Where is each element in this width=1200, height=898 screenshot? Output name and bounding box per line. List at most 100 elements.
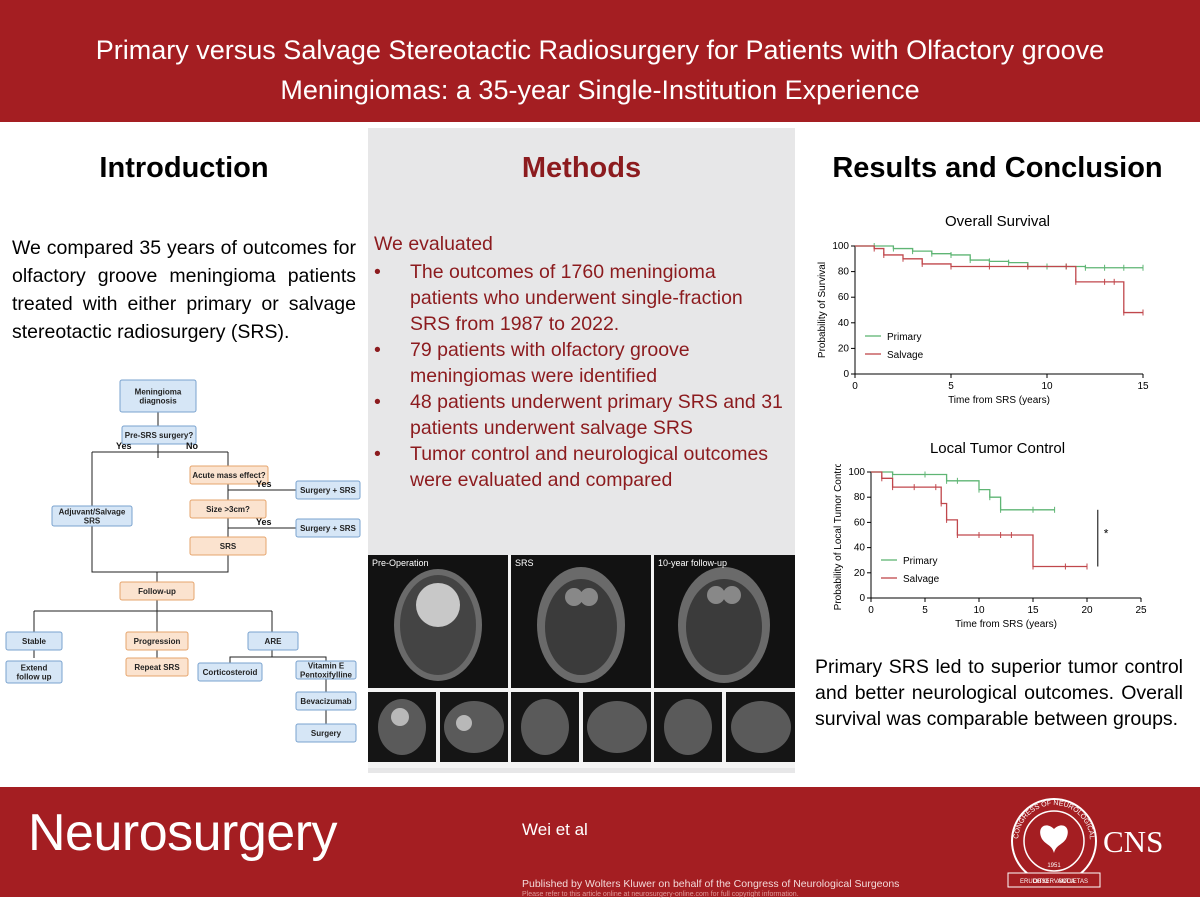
flow-node-label: Adjuvant/Salvage	[59, 508, 126, 517]
x-tick-label: 5	[948, 381, 954, 392]
legend-label: Salvage	[903, 574, 940, 585]
series-line-salvage	[855, 245, 1143, 314]
significance-marker: *	[1104, 527, 1109, 541]
seal-motto-left: ERUDITIO	[1020, 879, 1049, 885]
mri-small-views	[368, 692, 795, 762]
authors: Wei et al	[522, 820, 588, 839]
no-label-1: No	[186, 441, 198, 451]
y-tick-label: 40	[854, 543, 866, 554]
yes-label-2: Yes	[256, 479, 272, 489]
y-tick-label: 0	[859, 593, 865, 604]
legend-label: Primary	[887, 332, 921, 343]
flow-node-label: Acute mass effect?	[192, 471, 265, 480]
flow-node-label: ARE	[265, 637, 283, 646]
y-tick-label: 20	[854, 568, 866, 579]
flow-node-label: Meningioma	[135, 388, 182, 397]
flow-node-label: Size >3cm?	[206, 505, 250, 514]
flow-node-cortico: Corticosteroid	[197, 662, 263, 682]
flow-node-label: Bevacizumab	[300, 697, 351, 706]
x-tick-label: 10	[1041, 381, 1053, 392]
y-tick-label: 40	[838, 318, 850, 329]
results-title: Results and Conclusion	[832, 152, 1163, 184]
x-tick-label: 0	[852, 381, 858, 392]
introduction-panel: Introduction We compared 35 years of out…	[0, 128, 368, 773]
seal-motto-right: SOCIETAS	[1058, 879, 1088, 885]
mri-image-grid: Pre-Operation SRS 10-year follow-up	[368, 555, 795, 768]
y-tick-label: 20	[838, 343, 850, 354]
yes-label-3: Yes	[256, 517, 272, 527]
flow-node-label: Pentoxifylline	[300, 671, 353, 680]
flow-node-follow: Follow-up	[119, 581, 195, 601]
publisher-note: Published by Wolters Kluwer on behalf of…	[522, 878, 900, 890]
flow-node-surg2: Surgery + SRS	[295, 518, 361, 538]
flow-node-label: Follow-up	[138, 587, 176, 596]
flow-node-label: SRS	[84, 517, 101, 526]
y-tick-label: 60	[838, 292, 850, 303]
flow-node-label: SRS	[220, 542, 237, 551]
flow-node-label: Stable	[22, 637, 47, 646]
x-tick-label: 15	[1137, 381, 1149, 392]
legend-label: Primary	[903, 556, 937, 567]
y-tick-label: 80	[854, 492, 866, 503]
results-text: Primary SRS led to superior tumor contro…	[815, 656, 1183, 730]
mri-axial-pre-op: Pre-Operation	[368, 555, 508, 688]
mri-axial-srs: SRS	[511, 555, 651, 688]
methods-list: • The outcomes of 1760 meningioma patient…	[374, 259, 784, 493]
flow-node-repeat: Repeat SRS	[125, 657, 189, 677]
y-axis-label: Probability of Local Tumor Control	[833, 464, 844, 610]
flow-node-surg1: Surgery + SRS	[295, 480, 361, 500]
x-tick-label: 25	[1135, 605, 1147, 616]
flow-node-label: Pre-SRS surgery?	[125, 431, 194, 440]
results-panel: Results and Conclusion Overall Survival …	[795, 128, 1200, 773]
bullet-icon: •	[374, 391, 381, 413]
y-tick-label: 60	[854, 517, 866, 528]
journal-brand: Neurosurgery	[28, 804, 338, 862]
bullet-icon: •	[374, 261, 381, 283]
x-axis-label: Time from SRS (years)	[948, 395, 1050, 406]
flow-node-label: Surgery + SRS	[300, 524, 356, 533]
y-tick-label: 0	[843, 369, 849, 380]
title-line-2: Meningiomas: a 35-year Single-Institutio…	[280, 75, 920, 105]
flow-node-stable: Stable	[5, 631, 63, 651]
overall-survival-chart: 0 20 40 60 80 100 0 5 10 15 Time from SRS (years) P…	[817, 241, 1149, 406]
methods-item: • The outcomes of 1760 meningioma patient…	[374, 261, 743, 335]
methods-item: • 79 patients with olfactory groove menin…	[374, 339, 690, 387]
y-tick-label: 100	[848, 467, 865, 478]
x-tick-label: 20	[1081, 605, 1093, 616]
title-line-1: Primary versus Salvage Stereotactic Radi…	[95, 35, 1105, 65]
flow-node-label: Repeat SRS	[134, 663, 180, 672]
series-line-primary	[871, 471, 1055, 511]
chart-title-local-tumor-control: Local Tumor Control	[929, 440, 1066, 457]
y-tick-label: 100	[832, 241, 849, 252]
flow-node-surgery: Surgery	[295, 723, 357, 743]
flow-node-beva: Bevacizumab	[295, 691, 357, 711]
cns-logo-text: CNS	[1103, 824, 1164, 859]
flow-node-prog: Progression	[125, 631, 189, 651]
flow-node-label: diagnosis	[139, 397, 177, 406]
mri-label-srs: SRS	[515, 558, 534, 568]
flow-node-srs: SRS	[189, 536, 267, 556]
x-tick-label: 10	[973, 605, 985, 616]
methods-item: • 48 patients underwent primary SRS and 3…	[374, 391, 783, 439]
bullet-icon: •	[374, 339, 381, 361]
mri-axial-follow-up: 10-year follow-up	[654, 555, 795, 688]
flow-node-pre: Pre-SRS surgery?	[121, 425, 197, 445]
legend-label: Salvage	[887, 350, 924, 361]
x-tick-label: 5	[922, 605, 928, 616]
mri-label-follow-up: 10-year follow-up	[658, 558, 727, 568]
x-tick-label: 15	[1027, 605, 1039, 616]
flow-node-are: ARE	[247, 631, 299, 651]
mri-label-pre-op: Pre-Operation	[372, 558, 429, 568]
methods-item: • Tumor control and neurological outcomes…	[374, 443, 769, 491]
flow-node-label: Vitamin E	[308, 662, 345, 671]
methods-lead: We evaluated	[374, 233, 493, 255]
flow-node-label: follow up	[16, 673, 51, 682]
introduction-title: Introduction	[99, 152, 269, 184]
y-tick-label: 80	[838, 267, 850, 278]
cns-seal-logo: CONGRESS OF NEUROLOGICAL SURGEONS 1951 E…	[1006, 795, 1101, 888]
bullet-icon: •	[374, 443, 381, 465]
methods-title: Methods	[521, 152, 642, 184]
